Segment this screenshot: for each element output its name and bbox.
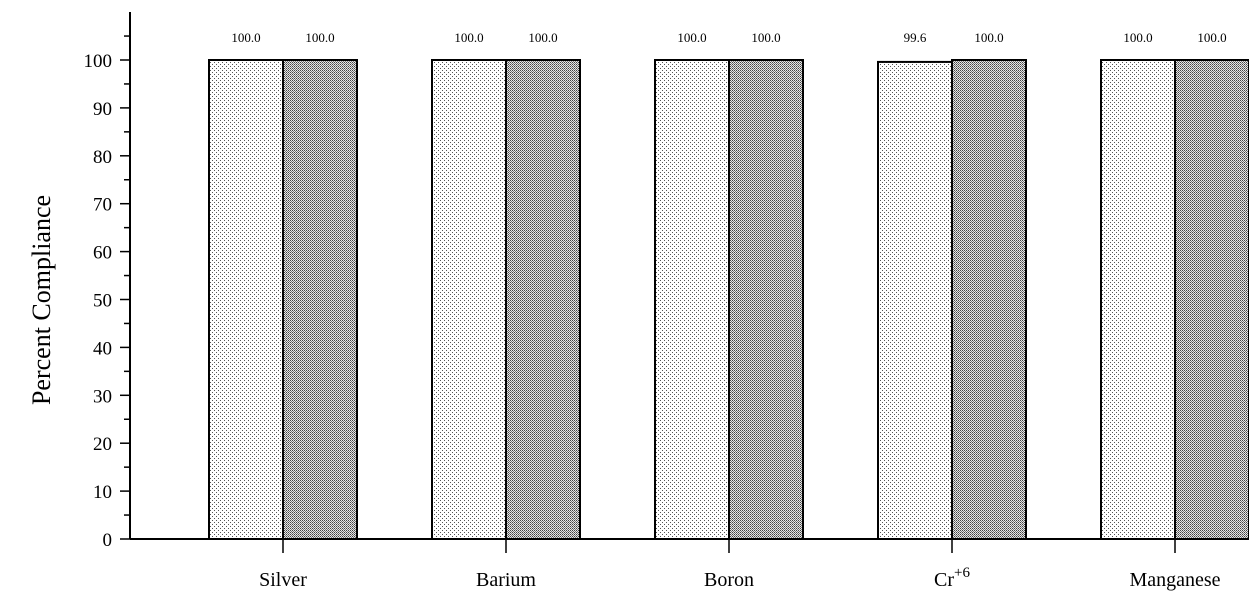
- y-tick-label: 40: [93, 338, 112, 359]
- x-category-label: Barium: [476, 569, 536, 591]
- x-category-label: Silver: [259, 569, 307, 591]
- y-tick-label: 30: [93, 386, 112, 407]
- data-labels: 100.0 100.0 100.0 99.6 100.0 100.0 100.0 100.0 1…: [231, 30, 1226, 45]
- bar-series-2-1: [506, 60, 580, 539]
- bar-series-2-3: [952, 60, 1026, 539]
- y-tick-label: 70: [93, 195, 112, 216]
- bar-series-2-0: [283, 60, 357, 539]
- data-label: 100.0: [1197, 30, 1226, 45]
- bar-series-1-4: [1101, 60, 1175, 539]
- y-tick-label: 50: [93, 291, 112, 312]
- bar-series-1-1: [432, 60, 506, 539]
- y-tick-label: 90: [93, 99, 112, 120]
- x-category-label: Cr+6: [934, 565, 970, 591]
- data-label: 100.0: [305, 30, 334, 45]
- data-label: 100.0: [1123, 30, 1152, 45]
- bar-series-2-4: [1175, 60, 1249, 539]
- y-tick-label: 0: [103, 530, 113, 551]
- data-label: 100.0: [751, 30, 780, 45]
- data-label: 100.0: [528, 30, 557, 45]
- y-axis-title: Percent Compliance: [27, 195, 56, 405]
- data-label: 100.0: [454, 30, 483, 45]
- x-category-label: Manganese: [1129, 569, 1220, 591]
- y-tick-label: 80: [93, 147, 112, 168]
- bar-series-1-3: [878, 62, 952, 539]
- data-label: 100.0: [231, 30, 260, 45]
- bar-series-2-2: [729, 60, 803, 539]
- y-tick-label: 60: [93, 243, 112, 264]
- data-label: 99.6: [904, 30, 927, 45]
- data-label: 100.0: [677, 30, 706, 45]
- bar-series-1-2: [655, 60, 729, 539]
- y-tick-label: 10: [93, 482, 112, 503]
- data-label: 100.0: [974, 30, 1003, 45]
- y-tick-label: 100: [84, 51, 113, 72]
- bars: [209, 60, 1249, 539]
- bar-series-1-0: [209, 60, 283, 539]
- y-tick-label: 20: [93, 434, 112, 455]
- x-category-label: Boron: [704, 569, 754, 591]
